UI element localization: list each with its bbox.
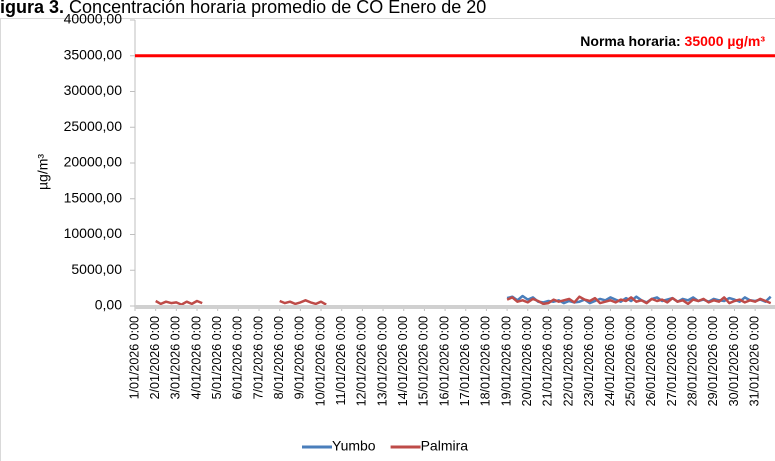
x-tick-label: 3/01/2026 0:00 (169, 316, 183, 399)
x-tick-label: 17/01/2026 0:00 (458, 316, 472, 406)
x-tick-label: 29/01/2026 0:00 (706, 316, 720, 406)
x-tick-label: 24/01/2026 0:00 (603, 316, 617, 406)
title-text: Concentración horaria promedio de CO Ene… (69, 0, 486, 17)
annotation: Norma horaria: 35000 µg/m³ (580, 33, 765, 49)
x-tick-label: 6/01/2026 0:00 (231, 316, 245, 399)
chart-title: igura 3. Concentración horaria promedio … (0, 0, 486, 17)
x-tick-label: 31/01/2026 0:00 (747, 316, 761, 406)
x-tick-label: 2/01/2026 0:00 (148, 316, 162, 399)
chart-border (0, 18, 775, 461)
y-tick-label: 5000,00 (71, 261, 122, 277)
x-tick-label: 4/01/2026 0:00 (189, 316, 203, 399)
x-tick-label: 16/01/2026 0:00 (437, 316, 451, 406)
x-tick-label: 12/01/2026 0:00 (355, 316, 369, 406)
x-tick-label: 30/01/2026 0:00 (727, 316, 741, 406)
y-tick-label: 15000,00 (64, 189, 123, 205)
x-tick-label: 1/01/2026 0:00 (127, 316, 141, 399)
x-tick-label: 11/01/2026 0:00 (334, 316, 348, 405)
y-tick-label: 25000,00 (64, 118, 123, 134)
x-tick-label: 27/01/2026 0:00 (665, 316, 679, 406)
x-tick-label: 22/01/2026 0:00 (561, 316, 575, 406)
x-tick-label: 28/01/2026 0:00 (685, 316, 699, 406)
y-axis-label: µg/m³ (35, 154, 51, 190)
x-tick-label: 13/01/2026 0:00 (375, 316, 389, 406)
annotation-value: 35000 µg/m³ (685, 33, 766, 49)
x-tick-label: 9/01/2026 0:00 (293, 316, 307, 399)
x-tick-label: 8/01/2026 0:00 (272, 316, 286, 399)
y-tick-label: 0,00 (95, 297, 122, 313)
x-tick-label: 10/01/2026 0:00 (313, 316, 327, 406)
title-prefix: igura 3. (0, 0, 64, 17)
x-tick-label: 5/01/2026 0:00 (210, 316, 224, 399)
annotation-label: Norma horaria: (580, 33, 680, 49)
x-tick-label: 19/01/2026 0:00 (499, 316, 513, 406)
x-tick-label: 23/01/2026 0:00 (582, 316, 596, 406)
y-tick-label: 10000,00 (64, 225, 123, 241)
x-tick-label: 21/01/2026 0:00 (541, 316, 555, 406)
legend-label: Yumbo (332, 438, 376, 454)
x-tick-label: 26/01/2026 0:00 (644, 316, 658, 406)
x-tick-label: 20/01/2026 0:00 (520, 316, 534, 406)
y-tick-label: 20000,00 (64, 154, 123, 170)
y-tick-label: 35000,00 (64, 46, 123, 62)
x-tick-label: 7/01/2026 0:00 (251, 316, 265, 399)
y-tick-label: 40000,00 (64, 11, 123, 27)
x-tick-label: 18/01/2026 0:00 (479, 316, 493, 406)
series-line (155, 295, 772, 306)
x-tick-label: 15/01/2026 0:00 (417, 316, 431, 406)
legend-label: Palmira (421, 438, 469, 454)
x-tick-label: 25/01/2026 0:00 (623, 316, 637, 406)
x-tick-label: 14/01/2026 0:00 (396, 316, 410, 406)
y-tick-label: 30000,00 (64, 82, 123, 98)
